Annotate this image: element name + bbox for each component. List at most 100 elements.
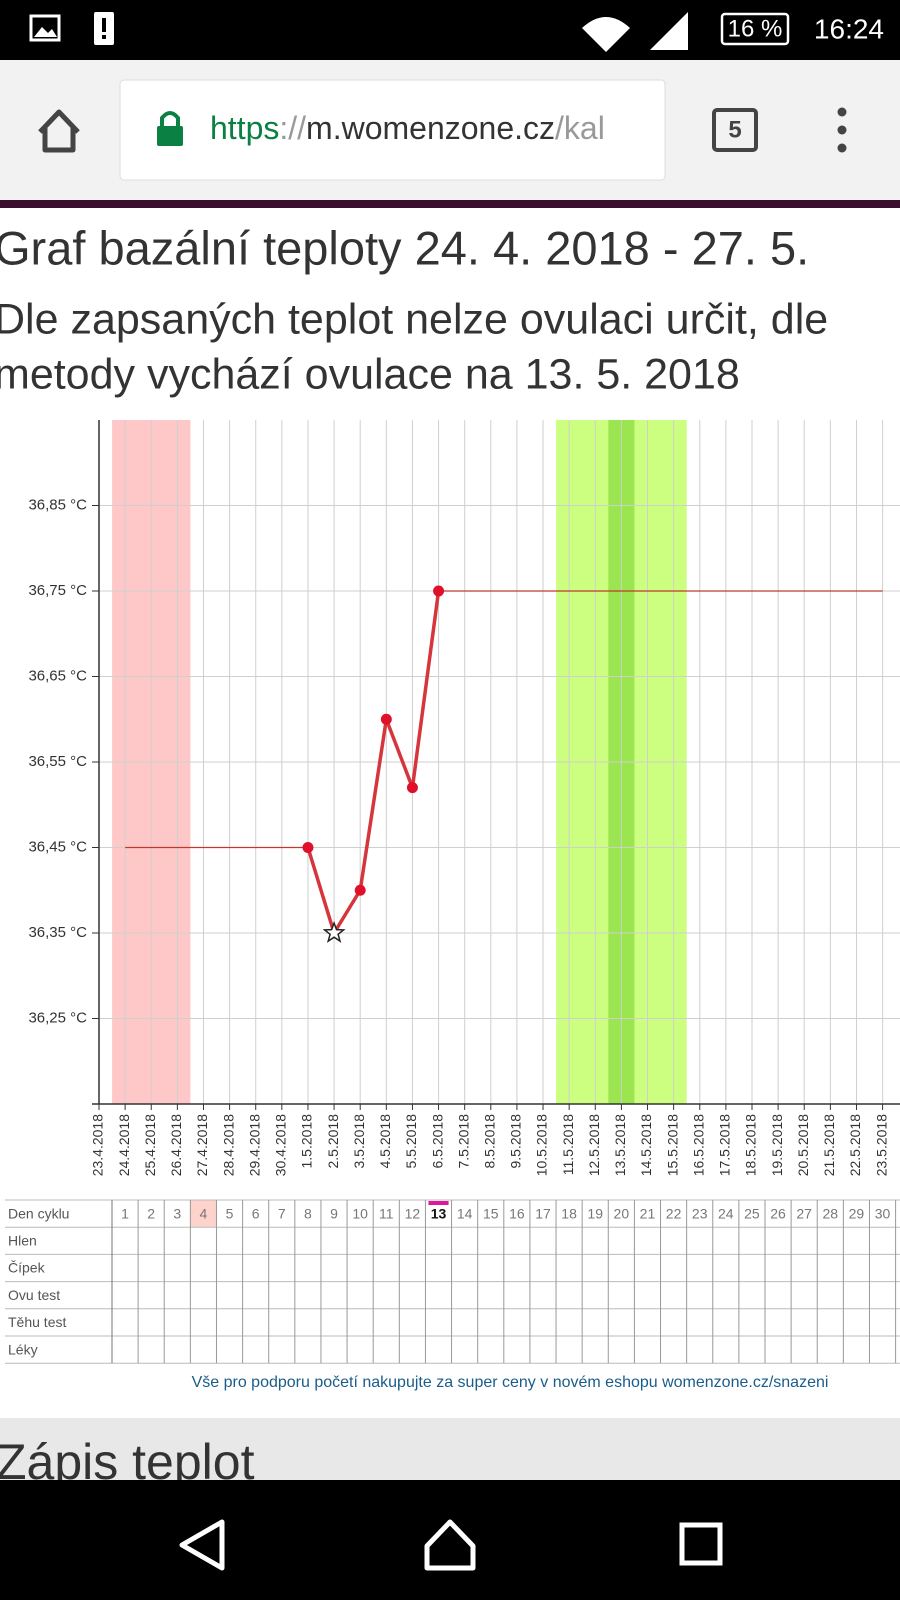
cycle-day: 26 — [770, 1205, 786, 1221]
cycle-day: 19 — [587, 1205, 603, 1221]
y-tick-label: 36,85 °C — [28, 496, 87, 513]
wifi-icon — [582, 17, 630, 52]
url-path: /kal — [555, 110, 605, 146]
x-tick-label: 23.5.2018 — [873, 1114, 889, 1176]
url-text: https://m.womenzone.cz/kal — [210, 110, 605, 146]
ovulation-star — [322, 920, 346, 943]
cycle-day: 23 — [692, 1205, 708, 1221]
x-tick-label: 12.5.2018 — [586, 1114, 602, 1176]
menu-dot[interactable] — [837, 143, 847, 153]
x-tick-label: 4.5.2018 — [377, 1114, 393, 1169]
cycle-day: 17 — [535, 1205, 551, 1221]
y-tick-label: 36,55 °C — [28, 753, 87, 770]
temperature-point — [302, 842, 314, 853]
nav-bar — [0, 1480, 900, 1600]
row-label: Těhu test — [8, 1314, 66, 1330]
x-tick-label: 7.5.2018 — [455, 1114, 471, 1169]
reference-line — [125, 590, 883, 849]
cycle-day: 25 — [744, 1205, 760, 1221]
y-tick-label: 36,75 °C — [28, 582, 87, 599]
subtitle-line: metody vychází ovulace na 13. 5. 2018 — [0, 350, 740, 398]
cycle-table: Den cyklu Hlen Čípek Ovu test Těhu test Léky 1… — [5, 1199, 900, 1364]
x-tick-label: 23.4.2018 — [90, 1114, 106, 1176]
cycle-day: 12 — [405, 1205, 421, 1221]
x-tick-label: 24.4.2018 — [116, 1114, 132, 1176]
alert-dot — [102, 35, 106, 39]
temperature-point — [380, 713, 392, 725]
menu-dot[interactable] — [837, 125, 847, 135]
cycle-day: 11 — [379, 1205, 394, 1221]
x-tick-label: 30.4.2018 — [273, 1114, 289, 1176]
lock-shackle — [160, 111, 180, 126]
y-tick-label: 36,45 °C — [28, 838, 87, 855]
row-label: Ovu test — [8, 1287, 60, 1303]
cycle-day: 15 — [483, 1205, 499, 1221]
cycle-day: 21 — [640, 1205, 656, 1221]
cycle-day: 10 — [352, 1205, 368, 1221]
cycle-day: 16 — [509, 1205, 525, 1221]
x-tick-label: 17.5.2018 — [717, 1114, 733, 1176]
x-tick-label: 1.5.2018 — [299, 1114, 315, 1169]
site-header-strip — [0, 200, 900, 208]
chart: 36,25 °C 36,35 °C 36,45 °C 36,55 °C 36,65 °C… — [28, 420, 900, 1176]
x-tick-label: 8.5.2018 — [482, 1114, 498, 1169]
cycle-day: 2 — [147, 1205, 155, 1221]
x-tick-label: 18.5.2018 — [743, 1114, 759, 1176]
back-button[interactable] — [179, 1519, 225, 1571]
cycle-day: 29 — [849, 1205, 865, 1221]
x-tick-label: 21.5.2018 — [821, 1114, 837, 1176]
x-tick-label: 22.5.2018 — [847, 1114, 863, 1176]
subtitle-line: Dle zapsaných teplot nelze ovulaci určit… — [0, 295, 828, 343]
x-tick-label: 15.5.2018 — [664, 1114, 680, 1176]
shop-link[interactable]: Vše pro podporu početí nakupujte za supe… — [192, 1374, 829, 1391]
cycle-day: 24 — [718, 1205, 734, 1221]
clock: 16:24 — [814, 13, 884, 44]
cycle-day: 13 — [431, 1205, 447, 1221]
menu-dot[interactable] — [837, 107, 847, 117]
temperature-point — [433, 585, 445, 597]
lock-icon — [157, 126, 183, 146]
cycle-day: 28 — [823, 1205, 839, 1221]
gallery-icon-shape — [34, 27, 57, 37]
page-title: Graf bazální teploty 24. 4. 2018 - 27. 5… — [0, 221, 809, 274]
cycle-day: 3 — [173, 1205, 181, 1221]
x-tick-label: 14.5.2018 — [638, 1114, 654, 1176]
section-header — [0, 1418, 900, 1482]
cycle-day: 9 — [330, 1205, 338, 1221]
cycle-day: 18 — [561, 1205, 577, 1221]
x-tick-label: 28.4.2018 — [220, 1114, 236, 1176]
x-tick-label: 10.5.2018 — [534, 1114, 550, 1176]
cycle-day: 14 — [457, 1205, 473, 1221]
battery-level: 16 % — [728, 15, 783, 42]
cycle-day: 8 — [304, 1205, 312, 1221]
tabs-button[interactable] — [712, 108, 758, 152]
cycle-day: 7 — [278, 1205, 286, 1221]
x-tick-label: 2.5.2018 — [325, 1114, 341, 1169]
cycle-day: 20 — [614, 1205, 630, 1221]
url-scheme: https — [210, 110, 279, 146]
row-label: Hlen — [8, 1233, 37, 1249]
cycle-day: 22 — [666, 1205, 682, 1221]
y-tick-label: 36,65 °C — [28, 667, 87, 684]
home-nav-button[interactable] — [424, 1519, 476, 1571]
status-bar — [0, 0, 900, 60]
url-bar[interactable] — [119, 79, 666, 181]
y-tick-label: 36,25 °C — [28, 1009, 87, 1026]
x-tick-label: 20.5.2018 — [795, 1114, 811, 1176]
x-tick-label: 27.4.2018 — [194, 1114, 210, 1176]
x-tick-label: 13.5.2018 — [612, 1114, 628, 1176]
y-tick-label: 36,35 °C — [28, 924, 87, 941]
tab-count: 5 — [728, 116, 741, 143]
cycle-day: 1 — [121, 1205, 129, 1221]
current-day-bar — [428, 1201, 449, 1205]
home-button[interactable] — [38, 109, 80, 153]
signal-icon — [650, 12, 688, 50]
x-tick-label: 26.4.2018 — [168, 1114, 184, 1176]
alert-mark — [102, 18, 106, 32]
temperature-point — [354, 884, 366, 896]
row-label: Čípek — [8, 1260, 46, 1276]
cycle-day: 30 — [875, 1205, 891, 1221]
recents-button[interactable] — [679, 1522, 723, 1566]
